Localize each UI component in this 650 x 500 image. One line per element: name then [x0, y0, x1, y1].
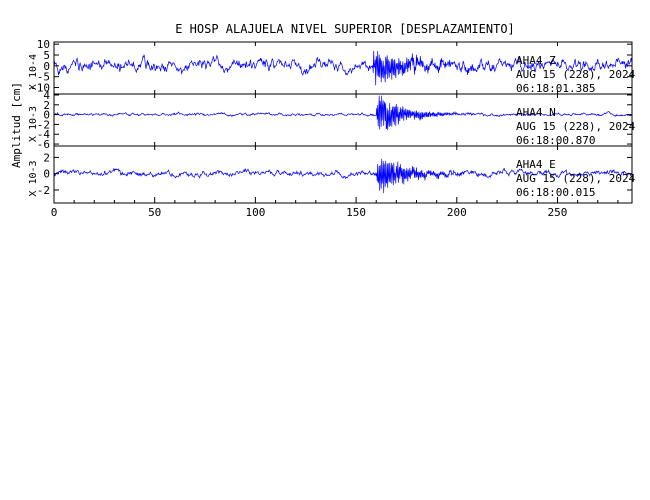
y-tick-label: 5 [43, 49, 50, 62]
x-tick-label: 150 [346, 206, 366, 219]
y-axis-label: Amplitud [cm] [10, 82, 23, 168]
y-tick-label: 0 [43, 168, 50, 181]
channel-label: AHA4 Z [516, 54, 556, 67]
x-tick-label: 100 [245, 206, 265, 219]
y-tick-label: 0 [43, 109, 50, 122]
channel-label: AHA4 N [516, 106, 556, 119]
y-tick-label: 10 [37, 38, 50, 51]
x-tick-label: 0 [51, 206, 58, 219]
time-label: 06:18:00.015 [516, 186, 595, 199]
panel-scale-label: X 10-4 [28, 54, 39, 90]
y-tick-label: 4 [43, 89, 50, 102]
panel-frame-3 [53, 145, 633, 204]
y-tick-label: -2 [37, 184, 50, 197]
time-label: 06:18:01.385 [516, 82, 595, 95]
y-tick-label: -2 [37, 118, 50, 131]
trace-line-2 [54, 95, 633, 131]
y-tick-label: -4 [37, 128, 51, 141]
channel-label: AHA4 E [516, 158, 556, 171]
date-label: AUG 15 (228), 2024 [516, 120, 636, 133]
date-label: AUG 15 (228), 2024 [516, 68, 636, 81]
panel-scale-label: X 10-3 [28, 160, 39, 196]
trace-line-3 [53, 158, 633, 194]
y-tick-label: 2 [43, 99, 50, 112]
x-axis: 0 50 100 150 200 250 [51, 42, 619, 219]
trace-line-1 [53, 50, 633, 86]
panel-scale-label: X 10-3 [28, 106, 39, 142]
x-tick-label: 50 [148, 206, 161, 219]
y-tick-label: -10 [30, 82, 50, 95]
x-tick-label: 200 [447, 206, 467, 219]
x-tick-label: 250 [548, 206, 568, 219]
y-tick-label: -6 [37, 138, 50, 151]
time-label: 06:18:00.870 [516, 134, 595, 147]
y-tick-label: -5 [37, 71, 50, 84]
y-tick-label: 0 [43, 60, 50, 73]
date-label: AUG 15 (228), 2024 [516, 172, 636, 185]
y-tick-label: 2 [43, 151, 50, 164]
chart-title: E HOSP ALAJUELA NIVEL SUPERIOR [DESPLAZA… [175, 22, 515, 36]
